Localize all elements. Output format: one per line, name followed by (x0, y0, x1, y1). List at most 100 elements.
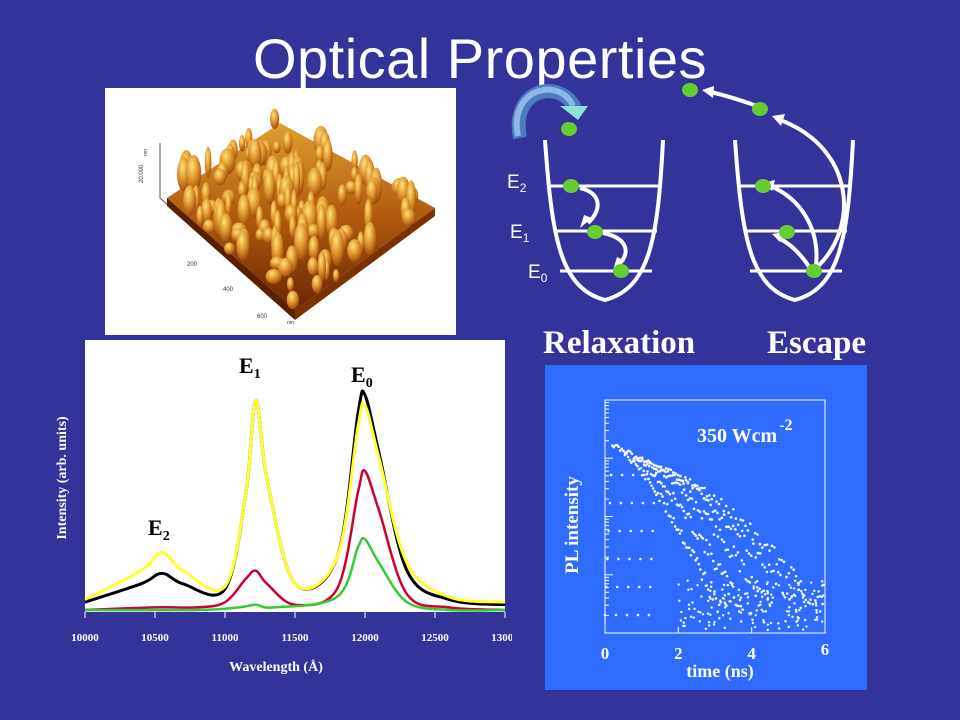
pl-point (726, 548, 730, 551)
pl-noise-point (724, 602, 727, 606)
pl-point (626, 585, 630, 589)
carrier-dot (613, 264, 629, 278)
pl-point (692, 507, 696, 511)
pl-point (763, 565, 767, 569)
pl-point (684, 516, 687, 520)
pl-noise-point (798, 608, 801, 612)
pl-noise-point (683, 624, 686, 628)
afm-bump (317, 251, 326, 283)
afm-bump (347, 239, 362, 262)
pl-point (703, 571, 707, 574)
pl-noise-point (795, 620, 798, 624)
pl-point (689, 553, 693, 557)
pl-noise-point (754, 613, 757, 617)
pl-noise-point (737, 588, 741, 592)
pl-point (722, 513, 726, 516)
pl-point (706, 553, 710, 556)
spectrum-series (84, 389, 506, 612)
pl-point (732, 507, 735, 511)
pl-noise-point (718, 617, 721, 620)
pl-point (670, 520, 674, 524)
pl-point (618, 449, 622, 452)
left-potential-well (543, 139, 665, 303)
pl-point (722, 540, 726, 544)
pl-point (718, 562, 722, 566)
pl-point (622, 449, 625, 453)
pl-point (630, 452, 634, 456)
pl-point (687, 512, 691, 516)
pl-noise-point (682, 621, 685, 624)
pl-point (811, 602, 815, 606)
pl-point (620, 473, 624, 477)
pl-noise-point (749, 613, 752, 616)
pl-point (646, 470, 649, 473)
pl-noise-point (777, 584, 781, 587)
pl-point (676, 481, 680, 485)
pl-noise-point (820, 620, 824, 623)
pl-point (725, 574, 729, 578)
pl-point (768, 549, 771, 553)
pl-point (682, 482, 685, 485)
pl-point (741, 608, 744, 611)
relax-arrowhead-1-icon (580, 215, 592, 228)
pl-point (668, 492, 672, 496)
escape-arrowhead-4-icon (702, 86, 714, 98)
pl-point (688, 546, 691, 550)
pl-point (707, 499, 710, 502)
pl-point (708, 494, 711, 497)
pl-noise-point (788, 606, 791, 609)
spectrum-peak-label: E0 (351, 362, 373, 391)
afm-bump (311, 275, 323, 294)
pl-point (758, 552, 762, 555)
pl-noise-point (704, 584, 707, 588)
pl-point (700, 492, 703, 496)
pl-point (712, 494, 716, 497)
afm-bump (286, 290, 299, 310)
pl-noise-point (746, 602, 749, 605)
pl-point (746, 579, 750, 583)
pl-point (740, 529, 744, 533)
pl-point (674, 481, 678, 484)
pl-noise-point (693, 607, 696, 611)
pl-point (770, 601, 773, 604)
pl-point (714, 597, 718, 600)
pl-noise-point (791, 615, 794, 619)
afm-bump (225, 190, 232, 219)
pl-point (814, 599, 817, 602)
pl-point (678, 532, 682, 535)
pl-noise-point (777, 622, 780, 625)
pl-point (748, 581, 752, 584)
pl-point (749, 522, 752, 526)
pl-point (716, 610, 719, 614)
energy-well-diagram: E2 E1 E0 Relaxation Escape (507, 83, 866, 361)
pl-point (718, 518, 721, 521)
pl-point (789, 566, 793, 569)
pl-point (710, 518, 714, 521)
pl-point (695, 484, 699, 487)
pl-point (615, 585, 619, 589)
pl-point (738, 569, 742, 573)
pl-noise-point (756, 580, 759, 583)
pl-noise-point (796, 624, 800, 627)
pl-point (669, 468, 673, 472)
afm-bump (286, 277, 294, 292)
pl-noise-point (723, 626, 727, 630)
spectrum-tick-label: 13000 (491, 632, 512, 644)
pl-noise-point (751, 618, 754, 621)
afm-bumps (177, 108, 419, 310)
pl-noise-point (689, 615, 693, 619)
pl-point (646, 462, 649, 466)
pl-point (664, 470, 667, 474)
escape-arrow-1 (777, 236, 812, 270)
pl-noise-point (754, 625, 757, 629)
pl-point (706, 512, 710, 516)
pl-point (674, 472, 677, 475)
pl-point (704, 498, 708, 502)
spectrum-tick-label: 11000 (212, 632, 239, 644)
pl-noise-point (697, 610, 700, 613)
pl-point (720, 497, 723, 501)
spectrum-tick-label: 12500 (421, 632, 449, 644)
pl-noise-point (687, 603, 691, 606)
pl-point (698, 488, 701, 492)
pl-noise-point (723, 594, 727, 597)
